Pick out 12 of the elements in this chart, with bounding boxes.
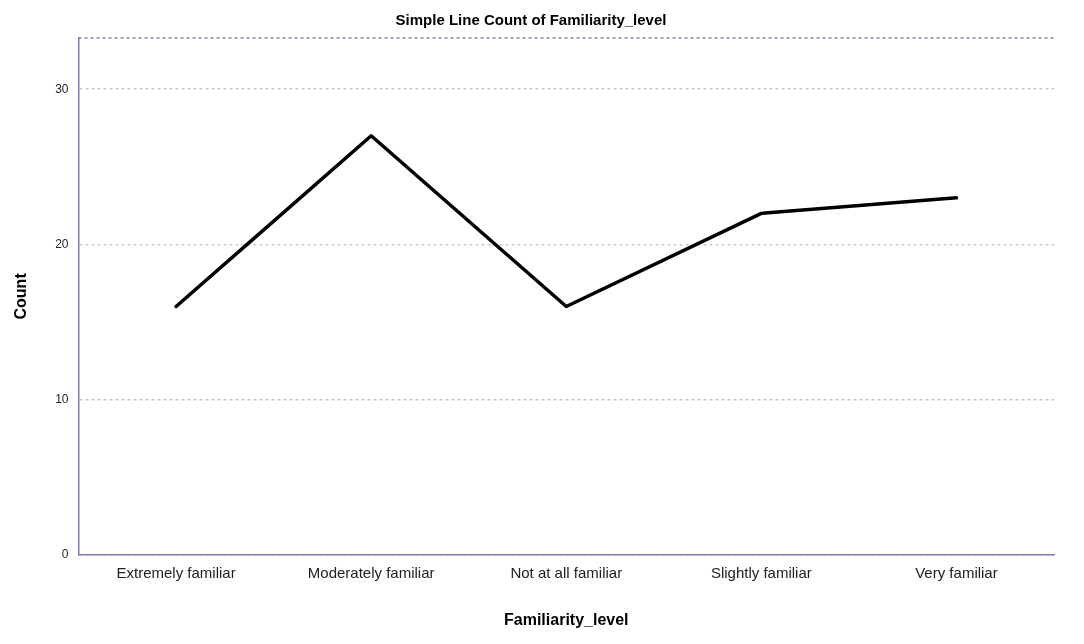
x-tick-label: Very familiar xyxy=(915,563,998,581)
y-tick-label: 10 xyxy=(55,391,69,406)
y-tick-label: 20 xyxy=(55,236,69,251)
x-tick-label: Slightly familiar xyxy=(710,563,812,581)
y-axis-title: Count xyxy=(12,272,30,320)
y-tick-label: 0 xyxy=(61,547,69,562)
x-tick-label: Moderately familiar xyxy=(307,563,435,581)
x-tick-label: Not at all familiar xyxy=(510,563,623,581)
x-tick-label: Extremely familiar xyxy=(116,563,236,581)
x-axis-title: Familiarity_level xyxy=(504,610,629,628)
y-tick-label: 30 xyxy=(55,81,69,96)
chart-title: Simple Line Count of Familiarity_level xyxy=(395,11,667,29)
